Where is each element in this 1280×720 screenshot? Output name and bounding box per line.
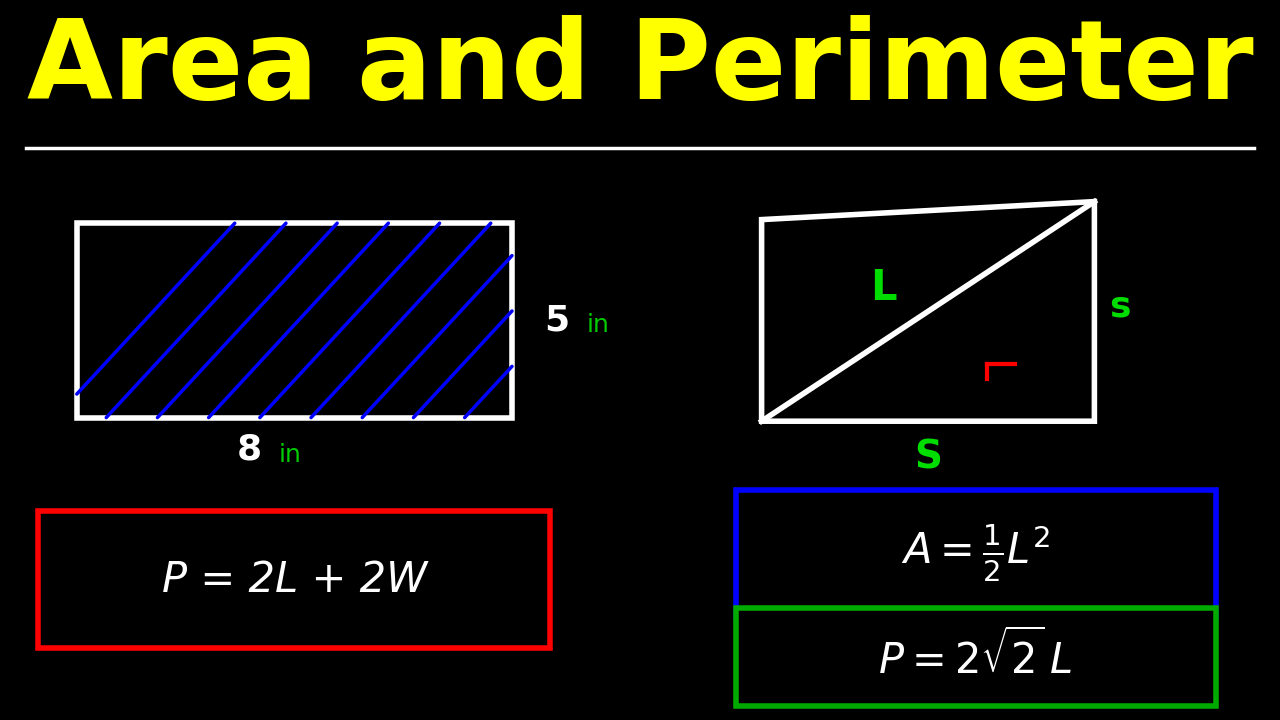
Text: 5: 5 — [544, 303, 570, 338]
Text: $P = 2\sqrt{2}\, L$: $P = 2\sqrt{2}\, L$ — [878, 630, 1073, 683]
Bar — [38, 511, 550, 648]
Bar — [736, 490, 1216, 616]
Bar — [77, 223, 512, 418]
Text: $A = \frac{1}{2} L^2$: $A = \frac{1}{2} L^2$ — [901, 523, 1050, 583]
Text: 8: 8 — [237, 433, 262, 467]
Text: P = 2L + 2W: P = 2L + 2W — [161, 559, 428, 600]
Text: L: L — [870, 267, 896, 309]
Text: in: in — [586, 313, 609, 338]
Text: in: in — [279, 443, 302, 467]
Text: s: s — [1110, 289, 1130, 323]
Text: Area and Perimeter: Area and Perimeter — [27, 15, 1253, 122]
Text: S: S — [914, 438, 942, 476]
Bar — [736, 608, 1216, 706]
